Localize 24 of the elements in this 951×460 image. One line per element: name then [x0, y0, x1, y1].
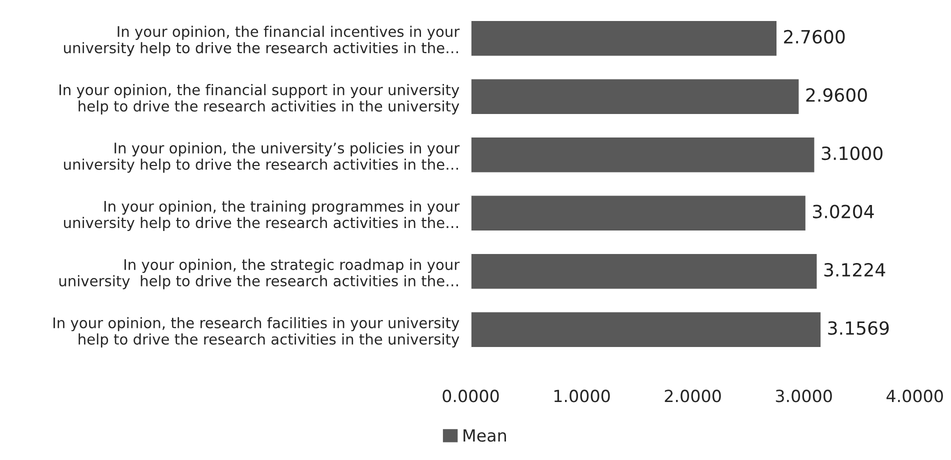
- data-label: 3.1000: [822, 146, 882, 160]
- bar: [470, 252, 818, 290]
- bar: [470, 78, 800, 116]
- y-tick-label: In your opinion, the research facilities in your university help to drive the research activities in the university: [54, 317, 460, 348]
- x-tick-label: 3.0000: [776, 390, 832, 402]
- legend-label: Mean: [464, 429, 506, 442]
- x-tick-label: 0.0000: [442, 390, 499, 402]
- bar: [470, 20, 778, 58]
- x-tick-label: 2.0000: [664, 390, 721, 402]
- data-label: 3.1569: [828, 321, 889, 335]
- data-label: 2.7600: [784, 30, 845, 44]
- x-tick-label: 4.0000: [886, 390, 943, 402]
- x-tick-label: 1.0000: [554, 390, 610, 402]
- y-tick-label: In your opinion, the university’s policies in your university help to drive the research activities in the…: [64, 142, 460, 173]
- bar: [470, 194, 807, 232]
- bar: [470, 310, 822, 348]
- y-tick-label: In your opinion, the financial incentives in your university help to drive the research activities in the…: [64, 26, 460, 56]
- data-label: 3.0204: [813, 204, 874, 218]
- y-tick-label: In your opinion, the training programmes in your university help to drive the research activities in the…: [64, 200, 460, 231]
- y-tick-label: In your opinion, the financial support in your university help to drive the research activities in the university: [60, 84, 460, 114]
- data-label: 2.9600: [806, 88, 867, 102]
- y-tick-label: In your opinion, the strategic roadmap in your university help to drive the research activities in the…: [59, 258, 460, 290]
- bar: [470, 136, 816, 174]
- data-label: 3.1224: [824, 262, 886, 277]
